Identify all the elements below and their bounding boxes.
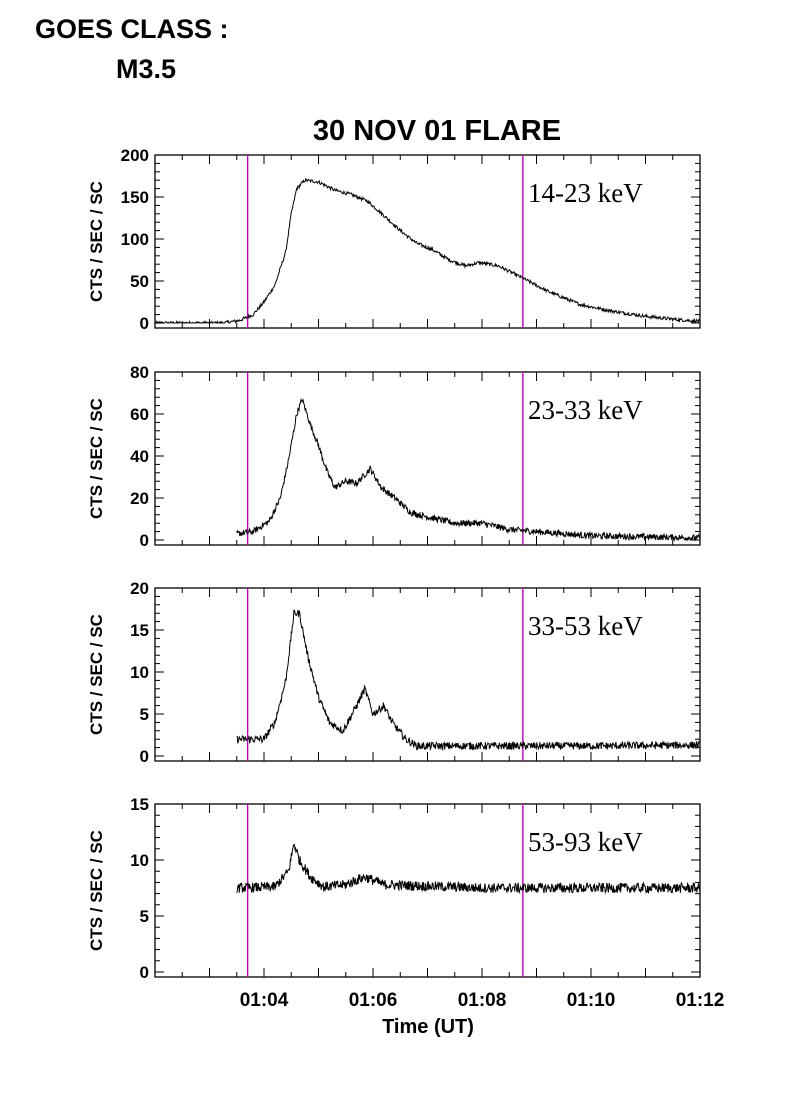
energy-band-label: 53-93 keV [528, 827, 643, 857]
y-axis-label: CTS / SEC / SC [87, 398, 106, 519]
x-tick-label: 01:04 [240, 990, 289, 1011]
y-tick-label: 0 [140, 963, 149, 982]
y-tick-label: 15 [130, 621, 149, 640]
y-tick-label: 50 [130, 272, 149, 291]
y-axis-label: CTS / SEC / SC [87, 181, 106, 302]
energy-band-label: 14-23 keV [528, 178, 643, 208]
x-tick-label: 01:10 [567, 990, 616, 1011]
y-tick-label: 10 [130, 851, 149, 870]
x-axis-label: Time (UT) [382, 1016, 474, 1038]
y-tick-label: 0 [140, 314, 149, 333]
panel-4: 0 5 10 15 CTS / SEC / SC 53-93 keV [87, 795, 701, 982]
panel-1: 0 50 100 150 200 CTS / SEC / SC 14-23 keV [87, 146, 701, 333]
y-axis-label: CTS / SEC / SC [87, 614, 106, 735]
panel-2: 0 20 40 60 80 CTS / SEC / SC 23-33 keV [87, 363, 701, 550]
lightcurve-series-line [236, 397, 701, 542]
goes-class-label: GOES CLASS : [35, 14, 229, 44]
y-tick-label: 5 [140, 907, 149, 926]
energy-band-label: 23-33 keV [528, 395, 643, 425]
lightcurve-series-line [236, 844, 701, 895]
y-tick-label: 80 [130, 363, 149, 382]
y-tick-label: 15 [130, 795, 149, 814]
x-tick-label: 01:06 [349, 990, 398, 1011]
y-tick-label: 200 [121, 146, 149, 165]
y-tick-label: 5 [140, 705, 149, 724]
y-tick-label: 10 [130, 663, 149, 682]
lightcurve-series-line [236, 609, 701, 752]
y-tick-label: 60 [130, 405, 149, 424]
goes-class-value: M3.5 [116, 54, 177, 84]
x-tick-label: 01:12 [676, 990, 725, 1011]
y-tick-label: 20 [130, 579, 149, 598]
energy-band-label: 33-53 keV [528, 611, 643, 641]
x-tick-label: 01:08 [458, 990, 507, 1011]
panel-3: 0 5 10 15 20 CTS / SEC / SC 33-53 keV [87, 579, 701, 766]
y-tick-label: 20 [130, 489, 149, 508]
chart-title: 30 NOV 01 FLARE [313, 115, 561, 147]
y-tick-label: 150 [121, 188, 149, 207]
y-tick-label: 0 [140, 747, 149, 766]
y-axis-label: CTS / SEC / SC [87, 830, 106, 951]
y-tick-label: 0 [140, 531, 149, 550]
y-tick-label: 100 [121, 230, 149, 249]
lightcurve-series-line [154, 178, 701, 325]
y-tick-label: 40 [130, 447, 149, 466]
